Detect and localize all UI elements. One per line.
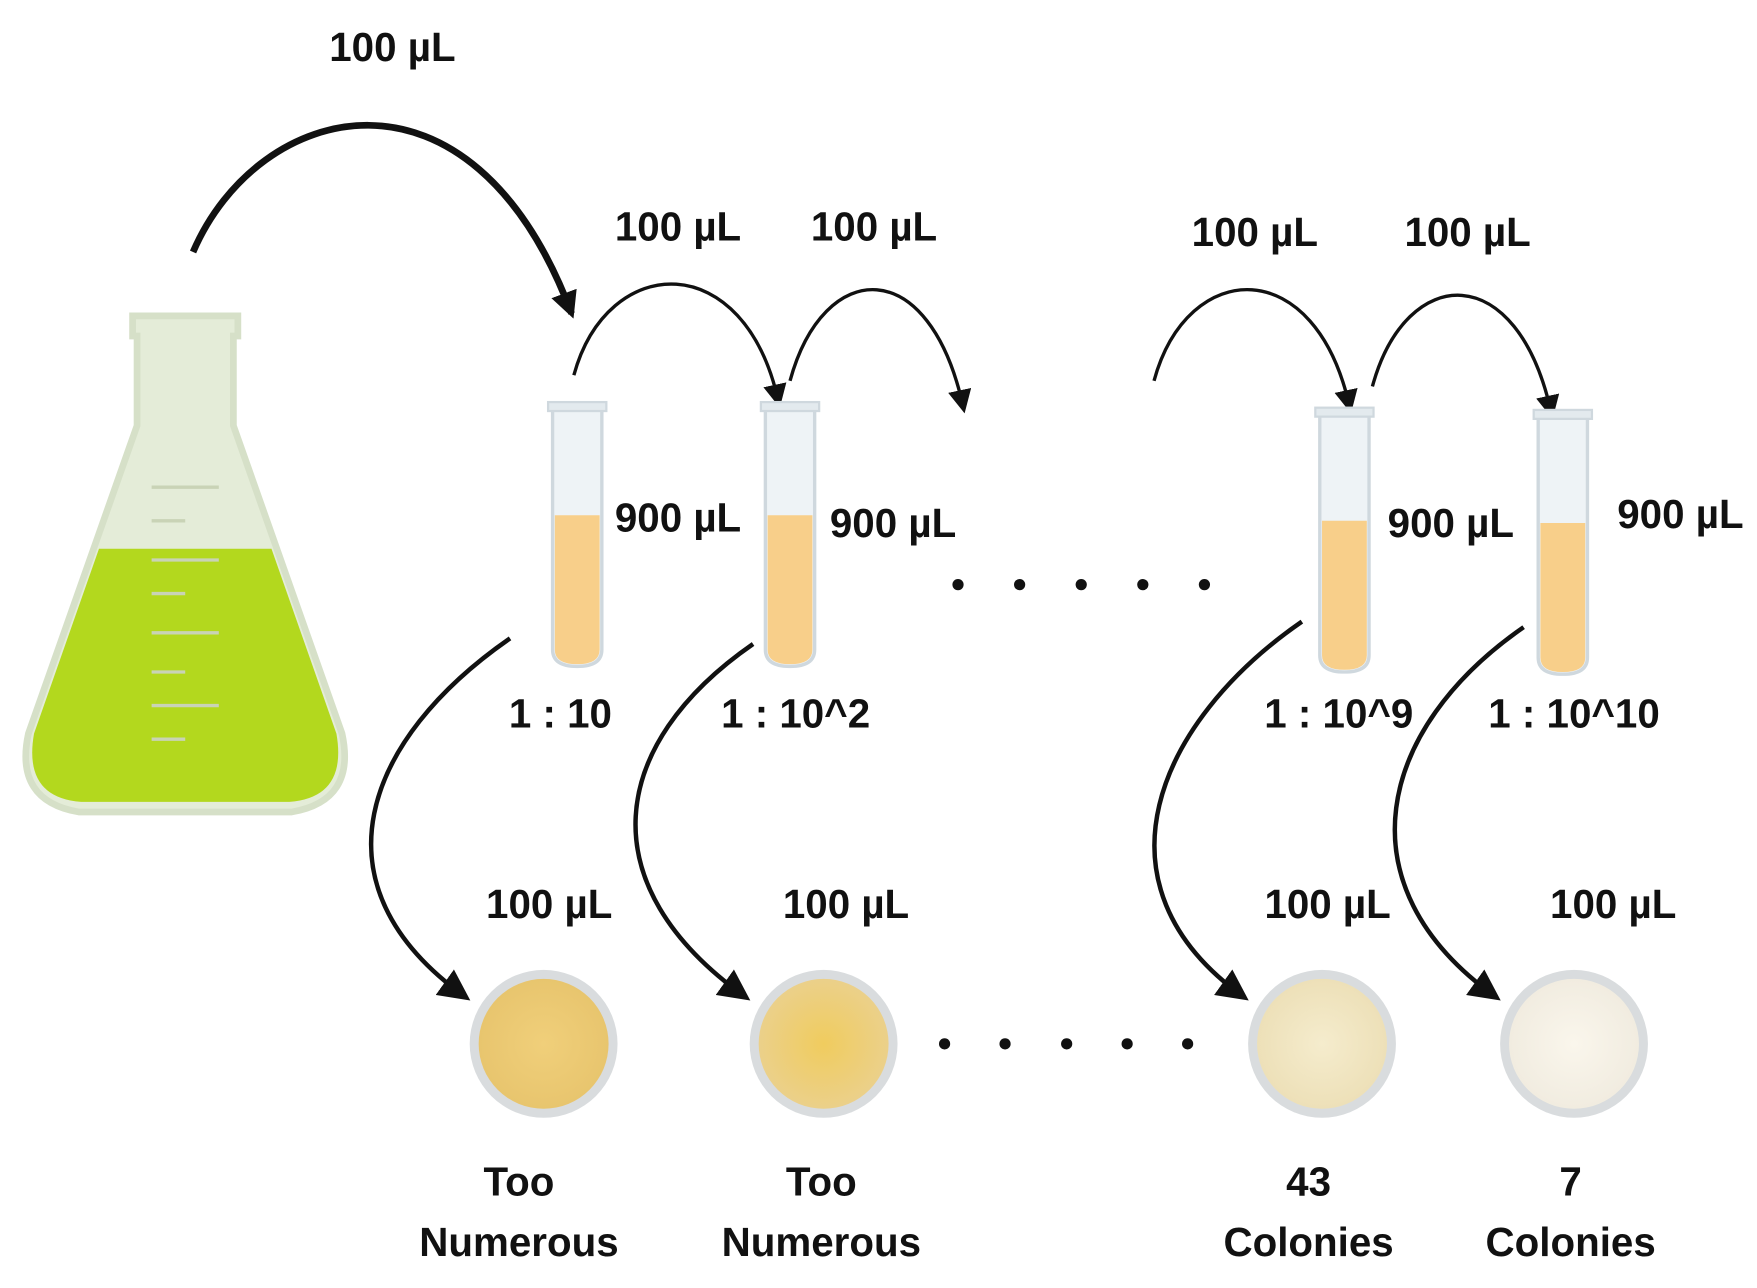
tube-rim	[546, 400, 608, 413]
tube-volume: 900 µL	[1617, 491, 1743, 537]
plate-volume: 100 µL	[1264, 881, 1390, 927]
result-label: 7	[1559, 1159, 1581, 1205]
tube-liquid	[1322, 520, 1367, 670]
plate-volume: 100 µL	[1550, 881, 1676, 927]
transfer-label: 100 µL	[615, 203, 741, 249]
ellipsis	[938, 579, 1211, 1050]
tube-volume: 900 µL	[1388, 500, 1514, 546]
tube-liquid	[554, 515, 600, 665]
plating-arrow	[1152, 619, 1304, 1001]
plating-arrow	[1392, 625, 1525, 1001]
plate-agar	[758, 978, 889, 1109]
dilution-label: 1 : 10^2	[721, 690, 870, 736]
transfer-label: 100 µL	[1192, 209, 1318, 255]
transfer-arrow	[788, 288, 972, 414]
source-transfer-label: 100 µL	[329, 24, 455, 70]
tube-rim	[1532, 408, 1594, 421]
result-label: 43	[1286, 1159, 1331, 1205]
tube-rim	[1314, 406, 1375, 418]
plate-agar	[1257, 978, 1387, 1109]
result-label: Numerous	[722, 1219, 921, 1265]
result-label: Numerous	[419, 1219, 618, 1265]
arrow	[189, 121, 577, 319]
tube-liquid	[1540, 523, 1586, 672]
tube-rim	[759, 400, 821, 413]
transfer-label: 100 µL	[811, 203, 937, 249]
tube-volume: 900 µL	[615, 494, 741, 540]
flask	[22, 312, 349, 816]
plating-arrow	[633, 642, 755, 1001]
transfer-arrow	[572, 282, 787, 408]
tube-volume: 900 µL	[830, 500, 956, 546]
result-label: Colonies	[1223, 1219, 1393, 1265]
plate-agar	[478, 978, 609, 1109]
tube-liquid	[767, 515, 813, 665]
transfer-arrow	[1370, 293, 1560, 419]
plating-arrow	[369, 636, 512, 1001]
dilution-label: 1 : 10	[509, 690, 612, 736]
dilution-label: 1 : 10^9	[1264, 690, 1413, 736]
result-label: Too	[786, 1159, 857, 1205]
plate-volume: 100 µL	[486, 881, 612, 927]
dilution-label: 1 : 10^10	[1488, 690, 1659, 736]
transfer-label: 100 µL	[1404, 209, 1530, 255]
plate-volume: 100 µL	[783, 881, 909, 927]
plate-agar	[1509, 978, 1639, 1109]
result-label: Colonies	[1486, 1219, 1656, 1265]
transfer-arrow	[1152, 287, 1358, 414]
result-label: Too	[484, 1159, 555, 1205]
